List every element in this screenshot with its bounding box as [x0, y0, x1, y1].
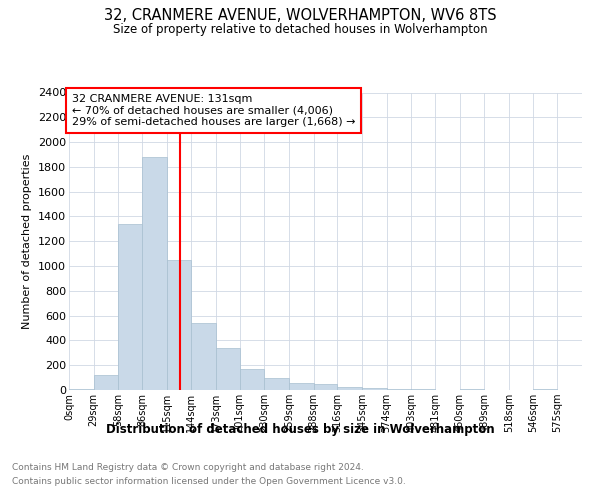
Bar — [142, 157, 167, 390]
Text: Contains HM Land Registry data © Crown copyright and database right 2024.: Contains HM Land Registry data © Crown c… — [12, 462, 364, 471]
Bar — [337, 387, 362, 390]
Text: 32 CRANMERE AVENUE: 131sqm
← 70% of detached houses are smaller (4,006)
29% of s: 32 CRANMERE AVENUE: 131sqm ← 70% of deta… — [71, 94, 355, 127]
Bar — [191, 323, 216, 390]
Bar — [94, 375, 118, 390]
Bar — [265, 378, 289, 390]
Bar — [240, 369, 265, 390]
Text: Distribution of detached houses by size in Wolverhampton: Distribution of detached houses by size … — [106, 422, 494, 436]
Bar — [118, 224, 142, 390]
Bar — [314, 384, 337, 390]
Bar — [386, 389, 411, 390]
Bar — [362, 388, 386, 390]
Text: 32, CRANMERE AVENUE, WOLVERHAMPTON, WV6 8TS: 32, CRANMERE AVENUE, WOLVERHAMPTON, WV6 … — [104, 8, 496, 22]
Bar — [216, 348, 240, 390]
Y-axis label: Number of detached properties: Number of detached properties — [22, 154, 32, 329]
Bar — [167, 260, 191, 390]
Text: Contains public sector information licensed under the Open Government Licence v3: Contains public sector information licen… — [12, 478, 406, 486]
Bar — [289, 383, 314, 390]
Text: Size of property relative to detached houses in Wolverhampton: Size of property relative to detached ho… — [113, 22, 487, 36]
